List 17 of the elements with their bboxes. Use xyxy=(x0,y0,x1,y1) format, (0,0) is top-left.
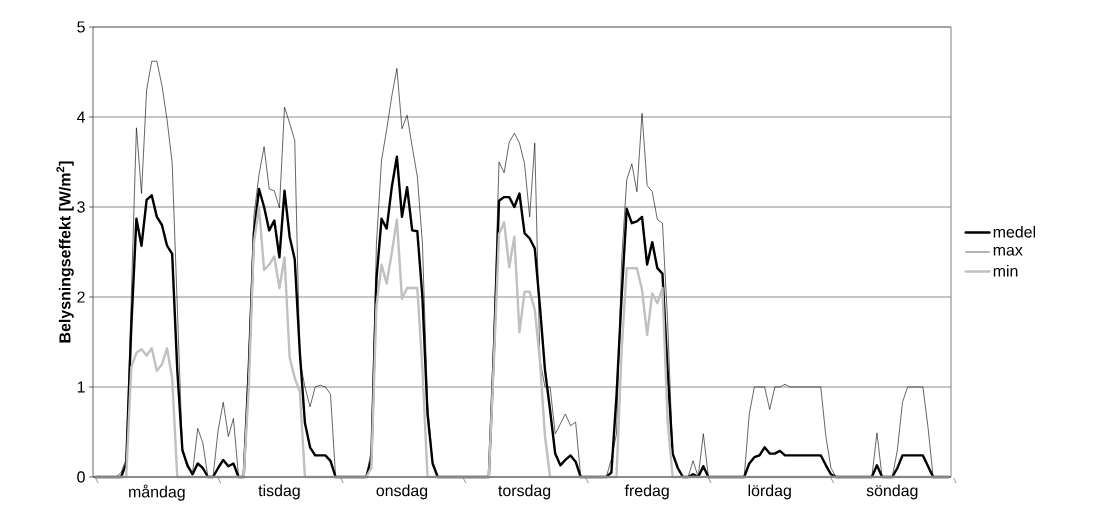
y-tick-label: 2 xyxy=(77,291,85,303)
legend-label: max xyxy=(993,246,1023,256)
y-axis-title: Belysningseffekt [W/m$^{2}$] xyxy=(56,161,74,343)
y-tick-label: 0 xyxy=(77,471,85,483)
x-tick-label: lördag xyxy=(748,484,791,500)
legend-label: min xyxy=(993,265,1018,277)
y-tick-label: 1 xyxy=(77,381,85,393)
x-tick-label: fredag xyxy=(624,484,669,500)
y-tick-label: 5 xyxy=(77,21,85,33)
x-tick-label: tisdag xyxy=(258,484,300,500)
y-tick-label: 4 xyxy=(76,111,86,123)
x-tick-label: söndag xyxy=(866,484,918,500)
x-tick-label: måndag xyxy=(129,484,185,501)
x-tick-label: torsdag xyxy=(498,484,551,500)
legend-label: medel xyxy=(993,225,1036,238)
y-tick-label: 3 xyxy=(77,201,85,213)
x-tick-label: onsdag xyxy=(376,484,428,500)
